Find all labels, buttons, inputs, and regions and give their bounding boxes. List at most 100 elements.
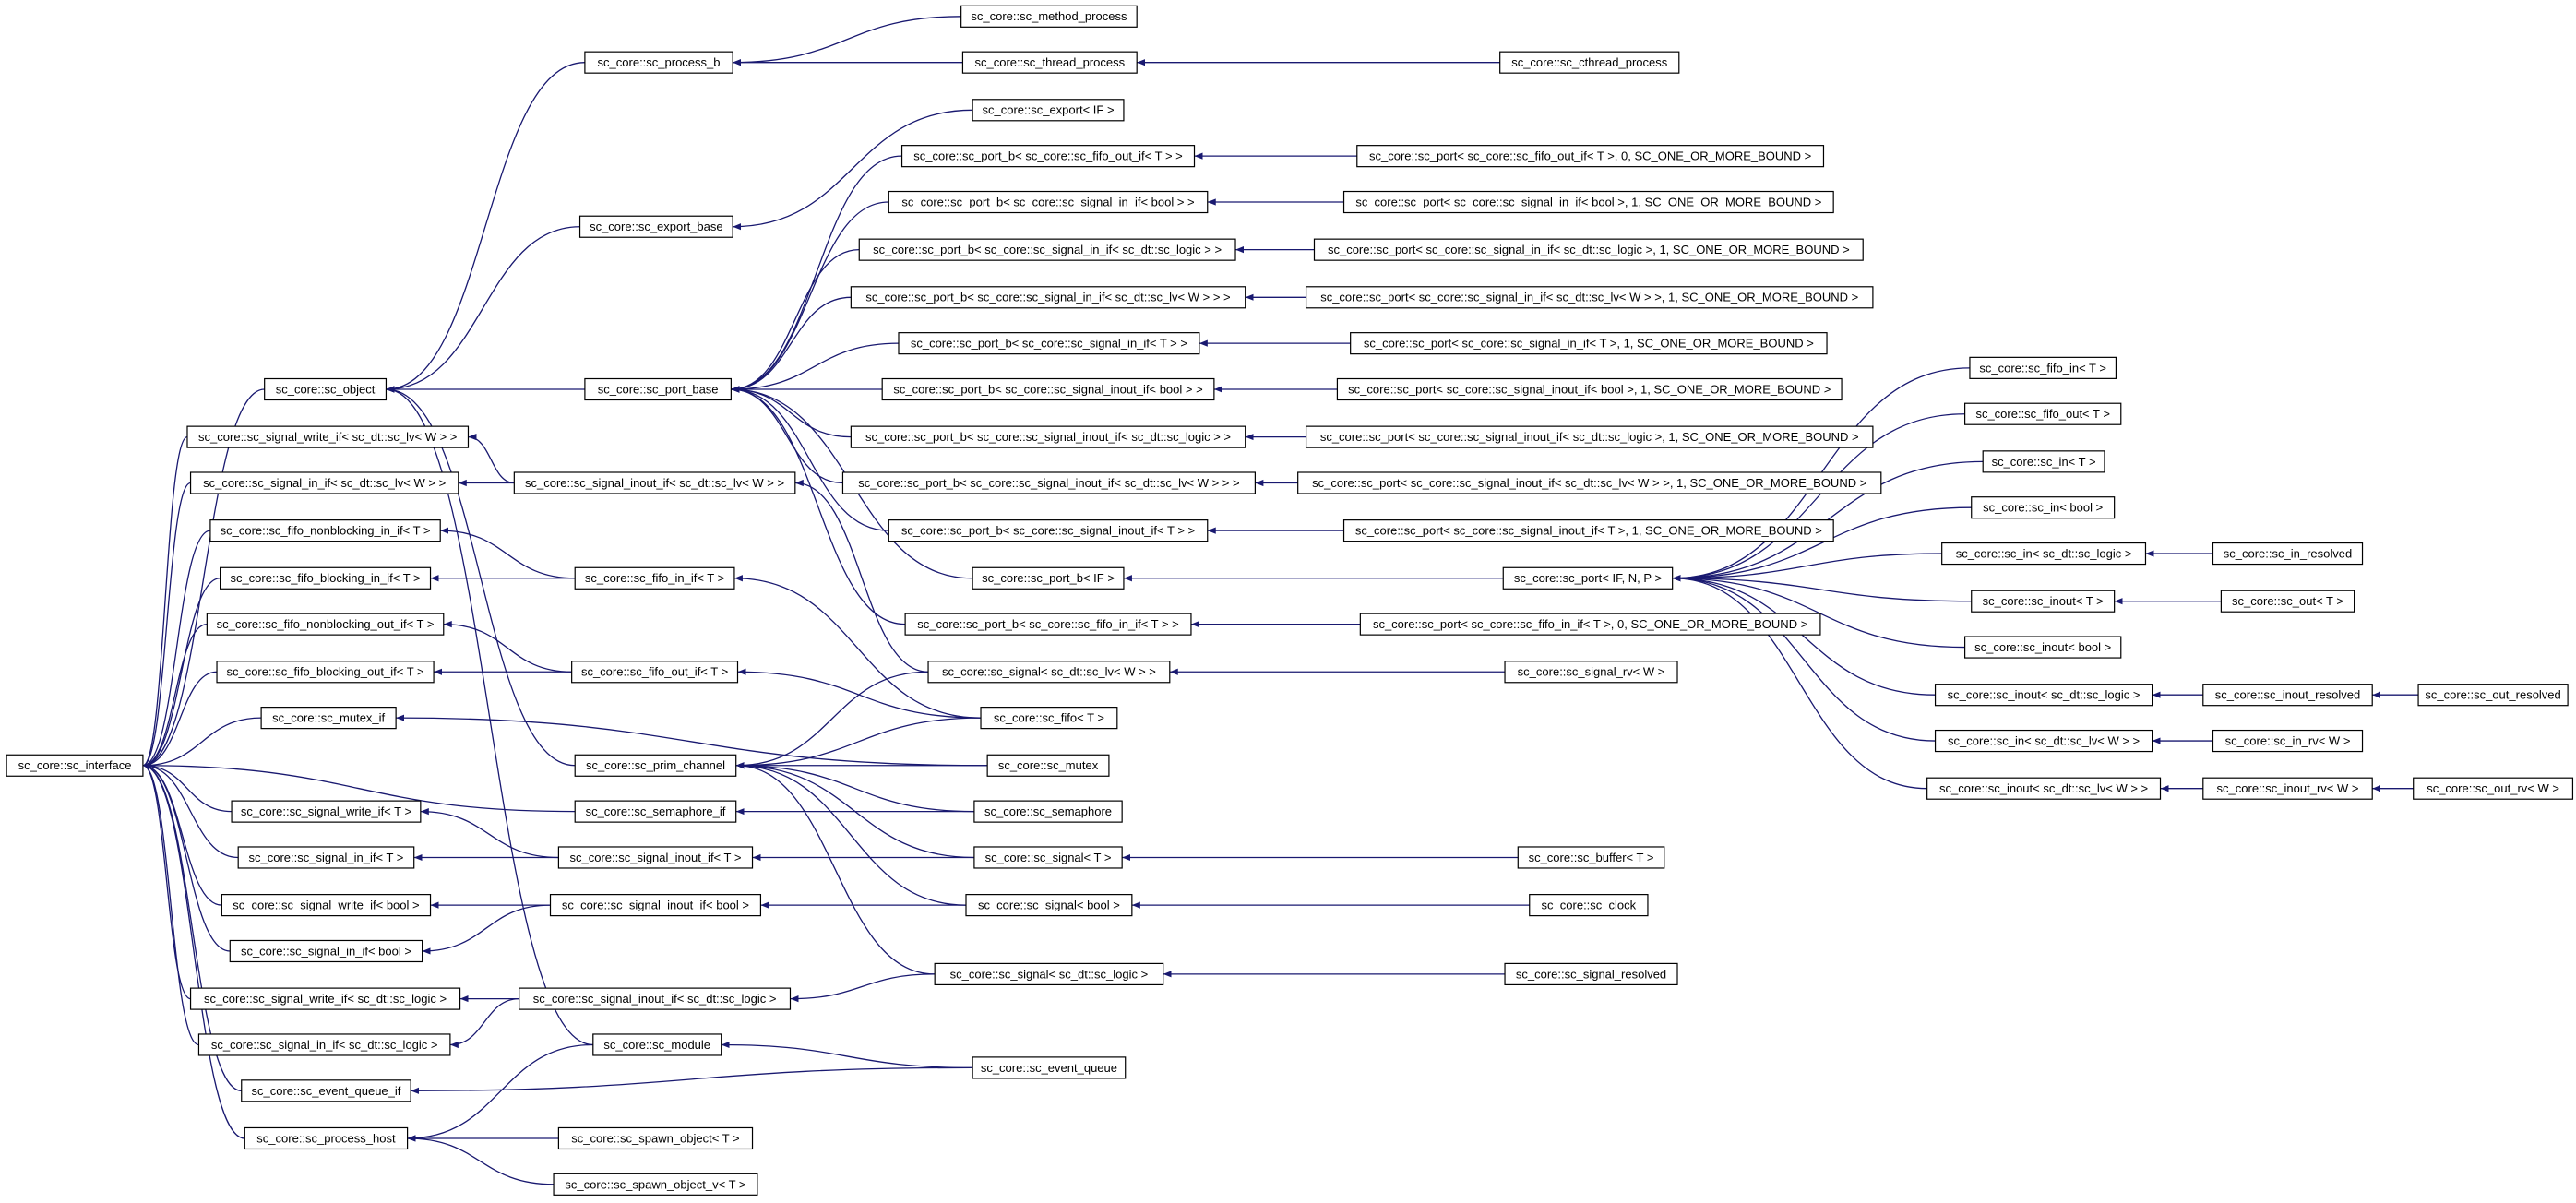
node-box <box>1502 566 1674 590</box>
node-box <box>980 707 1118 730</box>
inheritance-edge <box>407 1135 555 1185</box>
node-box <box>557 846 754 869</box>
node-box <box>1356 145 1825 168</box>
node-box <box>972 566 1125 590</box>
class-node: sc_core::sc_signal_in_if< T > <box>237 846 415 869</box>
class-node: sc_core::sc_port< IF, N, P > <box>1502 566 1674 590</box>
class-node: sc_core::sc_signal_inout_if< sc_dt::sc_l… <box>513 471 796 494</box>
node-box <box>986 754 1110 777</box>
node-label: sc_core::sc_port< sc_core::sc_fifo_in_if… <box>1373 617 1807 631</box>
inheritance-edge <box>731 155 902 393</box>
node-box <box>513 471 796 494</box>
class-node: sc_core::sc_port_b< sc_core::sc_signal_i… <box>888 190 1209 214</box>
node-box <box>850 286 1246 309</box>
node-label: sc_core::sc_inout< sc_dt::sc_logic > <box>1948 688 2141 702</box>
node-box <box>220 566 432 590</box>
class-node: sc_core::sc_port_b< sc_core::sc_signal_i… <box>850 425 1246 448</box>
class-node: sc_core::sc_port< sc_core::sc_signal_in_… <box>1313 238 1864 261</box>
class-node: sc_core::sc_port_b< sc_core::sc_signal_i… <box>888 519 1209 542</box>
node-box <box>2413 777 2574 800</box>
node-box <box>888 519 1209 542</box>
class-node: sc_core::sc_signal_write_if< sc_dt::sc_l… <box>186 425 470 448</box>
node-label: sc_core::sc_inout< sc_dt::sc_lv< W > > <box>1939 781 2148 795</box>
node-label: sc_core::sc_signal< sc_dt::sc_lv< W > > <box>942 665 1156 679</box>
node-label: sc_core::sc_cthread_process <box>1511 55 1668 69</box>
inheritance-edge <box>735 762 974 813</box>
class-node: sc_core::sc_in< sc_dt::sc_logic > <box>1941 542 2147 566</box>
inheritance-edge <box>142 435 188 769</box>
node-label: sc_core::sc_signal_rv< W > <box>1518 665 1665 679</box>
node-label: sc_core::sc_port< sc_core::sc_signal_ino… <box>1312 476 1866 490</box>
node-box <box>1529 894 1649 917</box>
inheritance-edge <box>731 201 889 393</box>
node-label: sc_core::sc_port_b< sc_core::sc_signal_i… <box>893 382 1202 396</box>
node-label: sc_core::sc_in< T > <box>1992 455 2096 469</box>
inheritance-edge <box>735 762 967 906</box>
class-node: sc_core::sc_signal_in_if< sc_dt::sc_logi… <box>197 1033 451 1056</box>
node-box <box>900 145 1196 168</box>
node-box <box>1982 450 2105 473</box>
node-box <box>1926 777 2162 800</box>
node-label: sc_core::sc_buffer< T > <box>1529 851 1654 864</box>
node-label: sc_core::sc_signal_inout_if< T > <box>569 851 741 864</box>
class-node: sc_core::sc_clock <box>1529 894 1649 917</box>
node-label: sc_core::sc_export< IF > <box>982 103 1114 117</box>
node-label: sc_core::sc_signal_in_if< T > <box>248 851 403 864</box>
node-label: sc_core::sc_inout< T > <box>1983 594 2104 608</box>
node-label: sc_core::sc_semaphore <box>984 804 1112 818</box>
node-box <box>1342 190 1834 214</box>
class-node: sc_core::sc_inout< bool > <box>1964 636 2122 659</box>
class-node: sc_core::sc_port_b< sc_core::sc_signal_i… <box>881 377 1215 401</box>
node-label: sc_core::sc_port< IF, N, P > <box>1514 571 1662 585</box>
node-box <box>237 846 415 869</box>
inheritance-edge <box>731 386 852 438</box>
inheritance-edge <box>142 388 265 769</box>
inheritance-edge <box>420 808 559 859</box>
node-box <box>850 425 1246 448</box>
node-box <box>571 661 739 684</box>
node-label: sc_core::sc_module <box>603 1038 710 1052</box>
node-box <box>2202 684 2373 707</box>
class-node: sc_core::sc_module <box>592 1033 722 1056</box>
class-node: sc_core::sc_out_resolved <box>2417 684 2569 707</box>
class-node: sc_core::sc_event_queue_if <box>241 1079 411 1102</box>
node-label: sc_core::sc_signal_inout_if< sc_dt::sc_l… <box>533 992 777 1006</box>
inheritance-edge <box>731 296 852 393</box>
inheritance-edge <box>794 479 929 673</box>
inheritance-edge <box>396 714 988 767</box>
node-label: sc_core::sc_port_b< sc_core::sc_signal_i… <box>901 524 1195 538</box>
node-box <box>189 471 459 494</box>
node-label: sc_core::sc_fifo_nonblocking_in_if< T > <box>221 524 431 538</box>
node-box <box>898 332 1200 355</box>
node-box <box>189 987 461 1010</box>
class-node: sc_core::sc_thread_process <box>961 51 1138 74</box>
inheritance-edge <box>386 386 576 767</box>
class-node: sc_core::sc_object <box>264 377 388 401</box>
node-label: sc_core::sc_spawn_object_v< T > <box>565 1177 745 1191</box>
node-label: sc_core::sc_signal_in_if< sc_dt::sc_logi… <box>211 1038 438 1052</box>
class-node: sc_core::sc_signal< sc_dt::sc_logic > <box>934 962 1164 986</box>
node-label: sc_core::sc_mutex <box>998 758 1099 772</box>
class-node: sc_core::sc_in< T > <box>1982 450 2105 473</box>
class-node: sc_core::sc_signal_in_if< bool > <box>229 939 423 963</box>
node-box <box>241 1079 411 1102</box>
node-label: sc_core::sc_port< sc_core::sc_signal_in_… <box>1328 243 1850 256</box>
node-box <box>1350 332 1828 355</box>
inheritance-edge <box>1672 575 1927 790</box>
node-box <box>553 1173 758 1196</box>
inheritance-edge <box>449 997 519 1049</box>
node-label: sc_core::sc_thread_process <box>975 55 1126 69</box>
class-node: sc_core::sc_fifo_nonblocking_in_if< T > <box>209 519 441 542</box>
node-label: sc_core::sc_spawn_object< T > <box>571 1131 739 1145</box>
node-label: sc_core::sc_signal_write_if< sc_dt::sc_l… <box>198 430 457 444</box>
node-label: sc_core::sc_signal_in_if< sc_dt::sc_lv< … <box>203 476 446 490</box>
node-box <box>2212 542 2364 566</box>
class-node: sc_core::sc_signal< sc_dt::sc_lv< W > > <box>927 661 1171 684</box>
node-label: sc_core::sc_method_process <box>971 9 1127 23</box>
node-box <box>1504 962 1678 986</box>
inheritance-edge <box>1672 575 1972 602</box>
class-node: sc_core::sc_port_b< sc_core::sc_signal_i… <box>898 332 1200 355</box>
inheritance-edge <box>407 1043 593 1142</box>
node-box <box>934 962 1164 986</box>
